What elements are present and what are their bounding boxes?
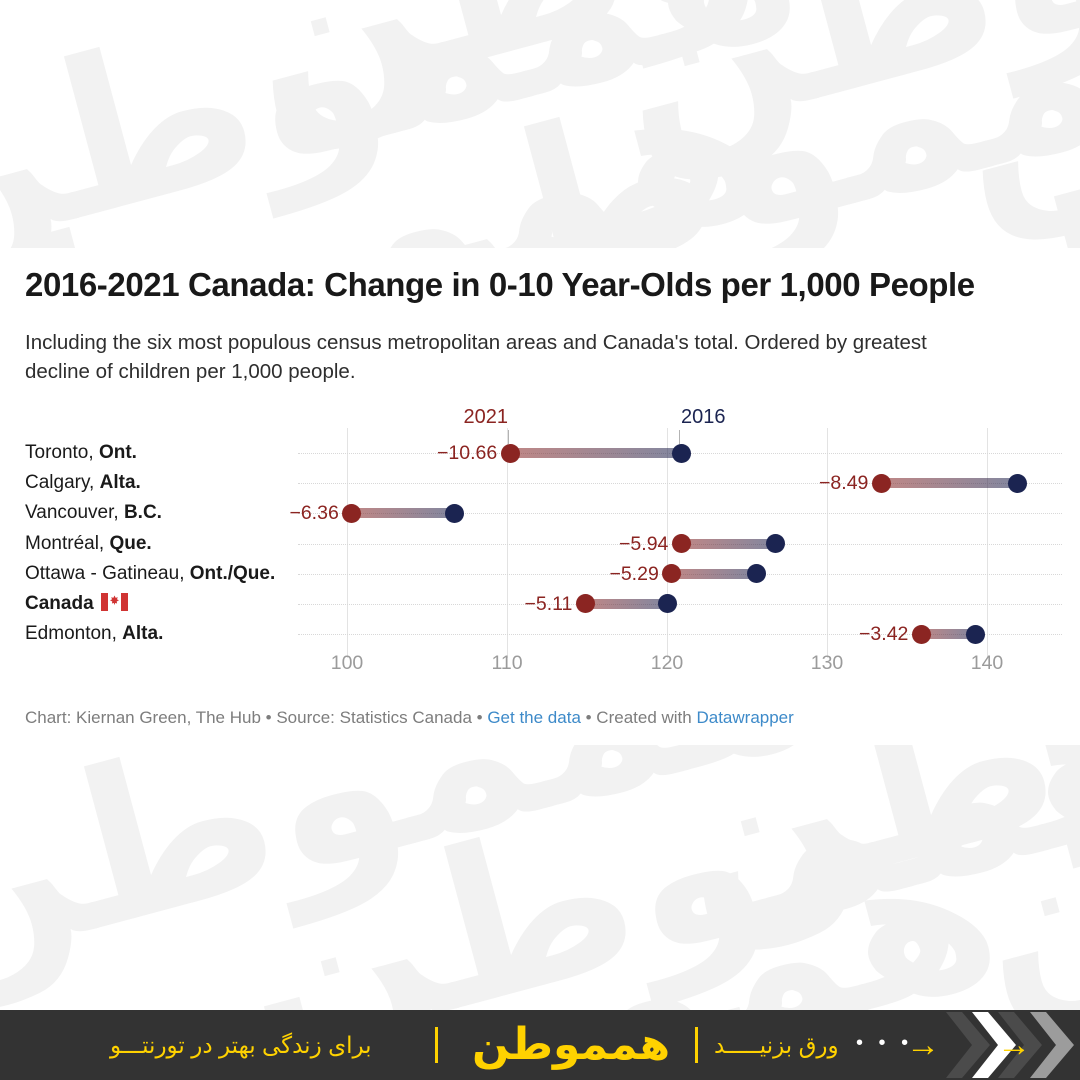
row-label-region: Ont./Que.: [189, 562, 276, 584]
row-guide-line: [298, 483, 1062, 485]
dot-2016: [1007, 473, 1027, 493]
label-connector-2021: [508, 430, 509, 444]
change-value-label: −3.42: [859, 623, 909, 646]
chart-subtitle-line2: decline of children per 1,000 people.: [25, 360, 356, 383]
dot-2016: [671, 443, 691, 463]
chart-subtitle-line1: Including the six most populous census m…: [25, 331, 927, 354]
x-gridline: [827, 428, 828, 658]
change-value-label: −5.94: [619, 532, 669, 555]
attribution-mid: • Created with: [580, 708, 697, 727]
row-label-region: B.C.: [123, 502, 162, 524]
x-axis-tick-label: 140: [970, 652, 1004, 674]
row-label-region: Canada: [25, 592, 94, 614]
x-axis-tick-label: 110: [491, 652, 523, 674]
chart-title: 2016-2021 Canada: Change in 0-10 Year-Ol…: [25, 266, 975, 303]
x-gridline: [987, 428, 988, 658]
attribution-line: Chart: Kiernan Green, The Hub • Source: …: [25, 708, 794, 728]
range-bar: [351, 508, 455, 519]
chart-panel: 2016-2021 Canada: Change in 0-10 Year-Ol…: [0, 248, 1080, 745]
plot-area: 100 110 120 130 140 Toronto, Ont. −10.66 Calgar…: [0, 248, 1080, 745]
range-bar: [671, 568, 757, 579]
change-value-label: −5.11: [524, 592, 573, 615]
right-arrow-icon: →: [997, 1026, 1031, 1064]
bottom-bar: برای زندگی بهتر در تورنتـــو همموطن ورق …: [0, 1010, 1080, 1080]
dot-2021: [911, 624, 931, 644]
row-label-region: Alta.: [122, 623, 164, 645]
change-value-label: −10.66: [437, 442, 498, 464]
dot-2021: [671, 534, 691, 553]
row-label: Montréal, Que.: [25, 531, 152, 557]
row-label-region: Que.: [109, 532, 152, 554]
row-label-city: Ottawa - Gatineau,: [25, 562, 190, 584]
attribution-text: Chart: Kiernan Green, The Hub • Source: …: [25, 708, 488, 727]
row-label: Toronto, Ont.: [25, 440, 137, 466]
bar-tagline: برای زندگی بهتر در تورنتـــو: [110, 1032, 372, 1058]
dot-2016: [966, 624, 986, 644]
bar-divider: [435, 1027, 438, 1063]
bar-divider: [695, 1027, 698, 1063]
column-label-2016: 2016: [681, 406, 726, 428]
row-label-region: Ont.: [98, 442, 137, 463]
dot-2016: [657, 594, 677, 614]
label-connector-2016: [679, 430, 680, 444]
range-bar: [585, 598, 667, 609]
row-label-city: Calgary,: [25, 472, 100, 494]
swipe-prompt-text: ورق بزنیـــــد: [714, 1032, 839, 1058]
row-label: Ottawa - Gatineau, Ont./Que.: [25, 561, 275, 587]
datawrapper-link[interactable]: Datawrapper: [696, 708, 794, 727]
row-label: Calgary, Alta.: [25, 470, 141, 496]
row-label: Edmonton, Alta.: [25, 621, 163, 647]
row-guide-line: [298, 634, 1062, 636]
row-label-city: Vancouver,: [25, 502, 124, 524]
dot-2016: [747, 564, 767, 584]
ellipsis-dots: • • •: [856, 1032, 914, 1054]
x-gridline: [507, 428, 508, 658]
dot-2021: [500, 443, 520, 463]
dot-2021: [575, 594, 595, 614]
change-value-label: −8.49: [819, 472, 869, 495]
range-bar: [681, 538, 776, 549]
brand-logo: همموطن: [472, 1020, 671, 1069]
x-axis-tick-label: 130: [810, 652, 844, 674]
row-label-city: Montréal,: [25, 532, 110, 554]
dot-2016: [444, 503, 464, 523]
dot-2021: [871, 473, 891, 493]
canada-flag-icon: [100, 592, 128, 611]
row-label-city: Toronto,: [25, 442, 99, 463]
dot-2016: [766, 534, 786, 553]
x-gridline: [667, 428, 668, 658]
dot-2021: [662, 564, 682, 584]
row-label: Vancouver, B.C.: [25, 500, 162, 526]
row-label-region: Alta.: [99, 472, 141, 494]
row-label: Canada: [25, 591, 128, 617]
change-value-label: −6.36: [289, 502, 339, 525]
column-label-2021: 2021: [463, 406, 509, 428]
x-axis-tick-label: 100: [330, 652, 364, 674]
row-guide-line: [298, 603, 1062, 605]
row-guide-line: [298, 513, 1062, 515]
range-bar: [881, 478, 1018, 489]
x-axis-tick-label: 120: [650, 652, 684, 674]
right-arrow-icon: →: [906, 1026, 940, 1064]
get-the-data-link[interactable]: Get the data: [487, 708, 581, 727]
range-bar: [921, 629, 976, 640]
change-value-label: −5.29: [609, 562, 659, 585]
dot-2021: [342, 503, 362, 523]
range-bar: [510, 448, 682, 458]
x-gridline: [347, 428, 348, 658]
row-label-city: Edmonton,: [25, 623, 123, 645]
